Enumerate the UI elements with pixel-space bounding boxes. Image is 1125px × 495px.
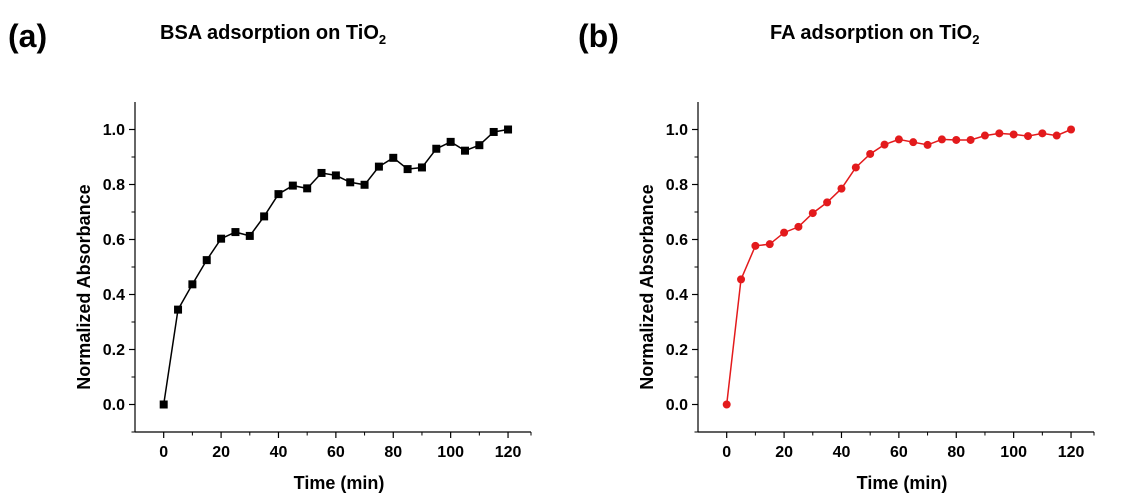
x-tick-label: 40: [270, 444, 288, 461]
data-point: [346, 178, 355, 187]
x-tick-label: 120: [1058, 444, 1085, 461]
data-point: [317, 168, 326, 177]
y-tick-label: 0.0: [666, 397, 688, 414]
data-point: [188, 280, 197, 289]
data-point: [217, 234, 226, 243]
data-point: [504, 125, 513, 134]
data-point: [274, 190, 283, 199]
data-point: [1024, 132, 1032, 141]
y-tick-label: 1.0: [103, 122, 125, 139]
data-point: [403, 165, 412, 174]
x-tick-label: 80: [384, 444, 402, 461]
y-tick-label: 0.4: [103, 287, 125, 304]
data-point: [288, 181, 297, 190]
data-point: [432, 144, 441, 153]
data-point: [461, 146, 469, 155]
x-tick-label: 120: [495, 444, 522, 461]
y-tick-label: 0.6: [666, 232, 688, 249]
x-tick-label: 60: [890, 444, 908, 461]
data-point: [923, 140, 932, 149]
data-point: [1052, 131, 1061, 140]
data-point: [360, 180, 369, 189]
data-point: [489, 127, 498, 136]
y-axis-label: Normalized Absorbance: [74, 184, 94, 389]
data-point: [159, 400, 168, 409]
data-point: [722, 400, 731, 409]
data-point: [446, 137, 455, 146]
x-tick-label: 20: [775, 444, 793, 461]
data-point: [231, 228, 240, 237]
data-point: [866, 149, 875, 158]
chart-title-b: FA adsorption on TiO2: [770, 22, 980, 47]
data-point: [808, 209, 817, 218]
y-tick-label: 0.4: [666, 287, 688, 304]
x-tick-label: 40: [833, 444, 851, 461]
y-tick-label: 0.2: [666, 342, 688, 359]
data-point: [389, 153, 398, 162]
data-point: [260, 212, 269, 221]
series-line: [162, 128, 509, 405]
data-point: [174, 305, 183, 314]
y-axis-label: Normalized Absorbance: [637, 184, 657, 389]
data-point: [303, 184, 312, 193]
data-point: [823, 198, 832, 207]
data-point: [880, 140, 889, 149]
x-tick-label: 100: [1000, 444, 1027, 461]
data-point: [980, 131, 989, 140]
x-axis-label: Time (min): [294, 473, 385, 493]
data-point: [765, 240, 774, 249]
data-point: [417, 163, 426, 172]
data-point: [837, 184, 846, 193]
chart-a-bsa: 0 20 40 60 80 100 120 0.0 0.2 0.4 0.6 0.8 1.0 Time (m…: [74, 102, 532, 493]
data-point: [1067, 125, 1076, 134]
data-point: [995, 129, 1004, 138]
data-point: [966, 135, 975, 144]
x-tick-label: 20: [212, 444, 230, 461]
panel-label-a: (a): [8, 18, 48, 54]
data-point: [894, 135, 903, 144]
panel-label-b: (b): [578, 18, 619, 54]
data-point: [374, 162, 383, 171]
data-point: [952, 135, 961, 144]
series-line: [725, 128, 1072, 405]
chart-title-a: BSA adsorption on TiO2: [160, 22, 387, 47]
data-point: [737, 275, 746, 284]
data-point: [909, 138, 918, 147]
chart-b-fa: 0 20 40 60 80 100 120 0.0 0.2 0.4 0.6 0.8 1.0 Time (m…: [637, 102, 1095, 493]
x-tick-label: 80: [947, 444, 965, 461]
data-point: [1038, 129, 1047, 138]
data-point: [780, 228, 789, 237]
y-tick-label: 0.8: [666, 177, 688, 194]
data-point: [751, 241, 760, 250]
x-tick-label: 60: [327, 444, 345, 461]
y-tick-label: 0.2: [103, 342, 125, 359]
y-tick-label: 0.0: [103, 397, 125, 414]
data-point: [794, 222, 803, 231]
data-point: [202, 256, 211, 265]
x-tick-label: 0: [159, 444, 168, 461]
data-point: [331, 171, 340, 180]
x-tick-label: 100: [437, 444, 464, 461]
data-point: [1009, 130, 1018, 139]
data-point: [937, 135, 946, 144]
y-tick-label: 0.8: [103, 177, 125, 194]
data-point: [851, 163, 860, 172]
y-tick-label: 0.6: [103, 232, 125, 249]
x-axis-label: Time (min): [857, 473, 948, 493]
y-tick-label: 1.0: [666, 122, 688, 139]
x-tick-label: 0: [722, 444, 731, 461]
data-point: [245, 231, 254, 240]
data-point: [475, 141, 484, 150]
